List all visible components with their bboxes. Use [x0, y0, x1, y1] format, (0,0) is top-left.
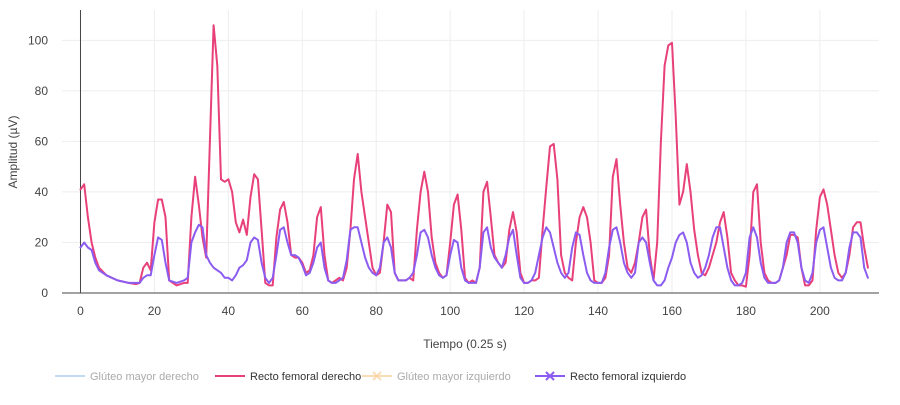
legend-label: Glúteo mayor izquierdo: [397, 371, 511, 383]
x-tick-label: 160: [662, 304, 682, 318]
x-tick-label: 120: [514, 304, 534, 318]
legend-item-1: Recto femoral derecho: [215, 371, 361, 383]
tick-labels: 0 20 40 60 80 100 0 20 40 60 80 100 120 140 160 180 200: [28, 33, 830, 318]
legend-label: Recto femoral izquierdo: [570, 371, 686, 383]
series-line-3: [79, 223, 869, 287]
legend-x-marker: [545, 371, 555, 381]
y-tick-label: 80: [35, 84, 49, 98]
y-tick-label: 0: [41, 286, 48, 300]
legend-item-0: Glúteo mayor derecho: [55, 371, 199, 383]
x-tick-label: 60: [296, 304, 310, 318]
x-tick-label: 200: [810, 304, 830, 318]
legend-label: Recto femoral derecho: [250, 371, 361, 383]
y-tick-label: 100: [28, 33, 48, 47]
y-tick-label: 40: [35, 185, 49, 199]
x-axis-title: Tiempo (0.25 s): [423, 337, 507, 351]
x-tick-label: 100: [440, 304, 460, 318]
x-tick-label: 180: [736, 304, 756, 318]
grid-lines: [62, 10, 879, 293]
x-tick-label: 0: [77, 304, 84, 318]
legend-x-marker: [372, 371, 382, 381]
y-tick-label: 60: [35, 134, 49, 148]
x-tick-label: 80: [370, 304, 384, 318]
y-tick-label: 20: [35, 235, 49, 249]
legend-item-3: Recto femoral izquierdo: [535, 371, 686, 383]
legend: Glúteo mayor derecho Recto femoral derech…: [55, 371, 686, 383]
x-tick-label: 20: [148, 304, 162, 318]
x-tick-label: 140: [588, 304, 608, 318]
plot-area: [79, 24, 869, 288]
y-axis-title: Amplitud (µV): [6, 116, 20, 189]
x-tick-label: 40: [222, 304, 236, 318]
series-line-1: [79, 24, 869, 288]
axes: [62, 10, 879, 294]
legend-label: Glúteo mayor derecho: [90, 371, 199, 383]
legend-item-2: Glúteo mayor izquierdo: [362, 371, 511, 383]
